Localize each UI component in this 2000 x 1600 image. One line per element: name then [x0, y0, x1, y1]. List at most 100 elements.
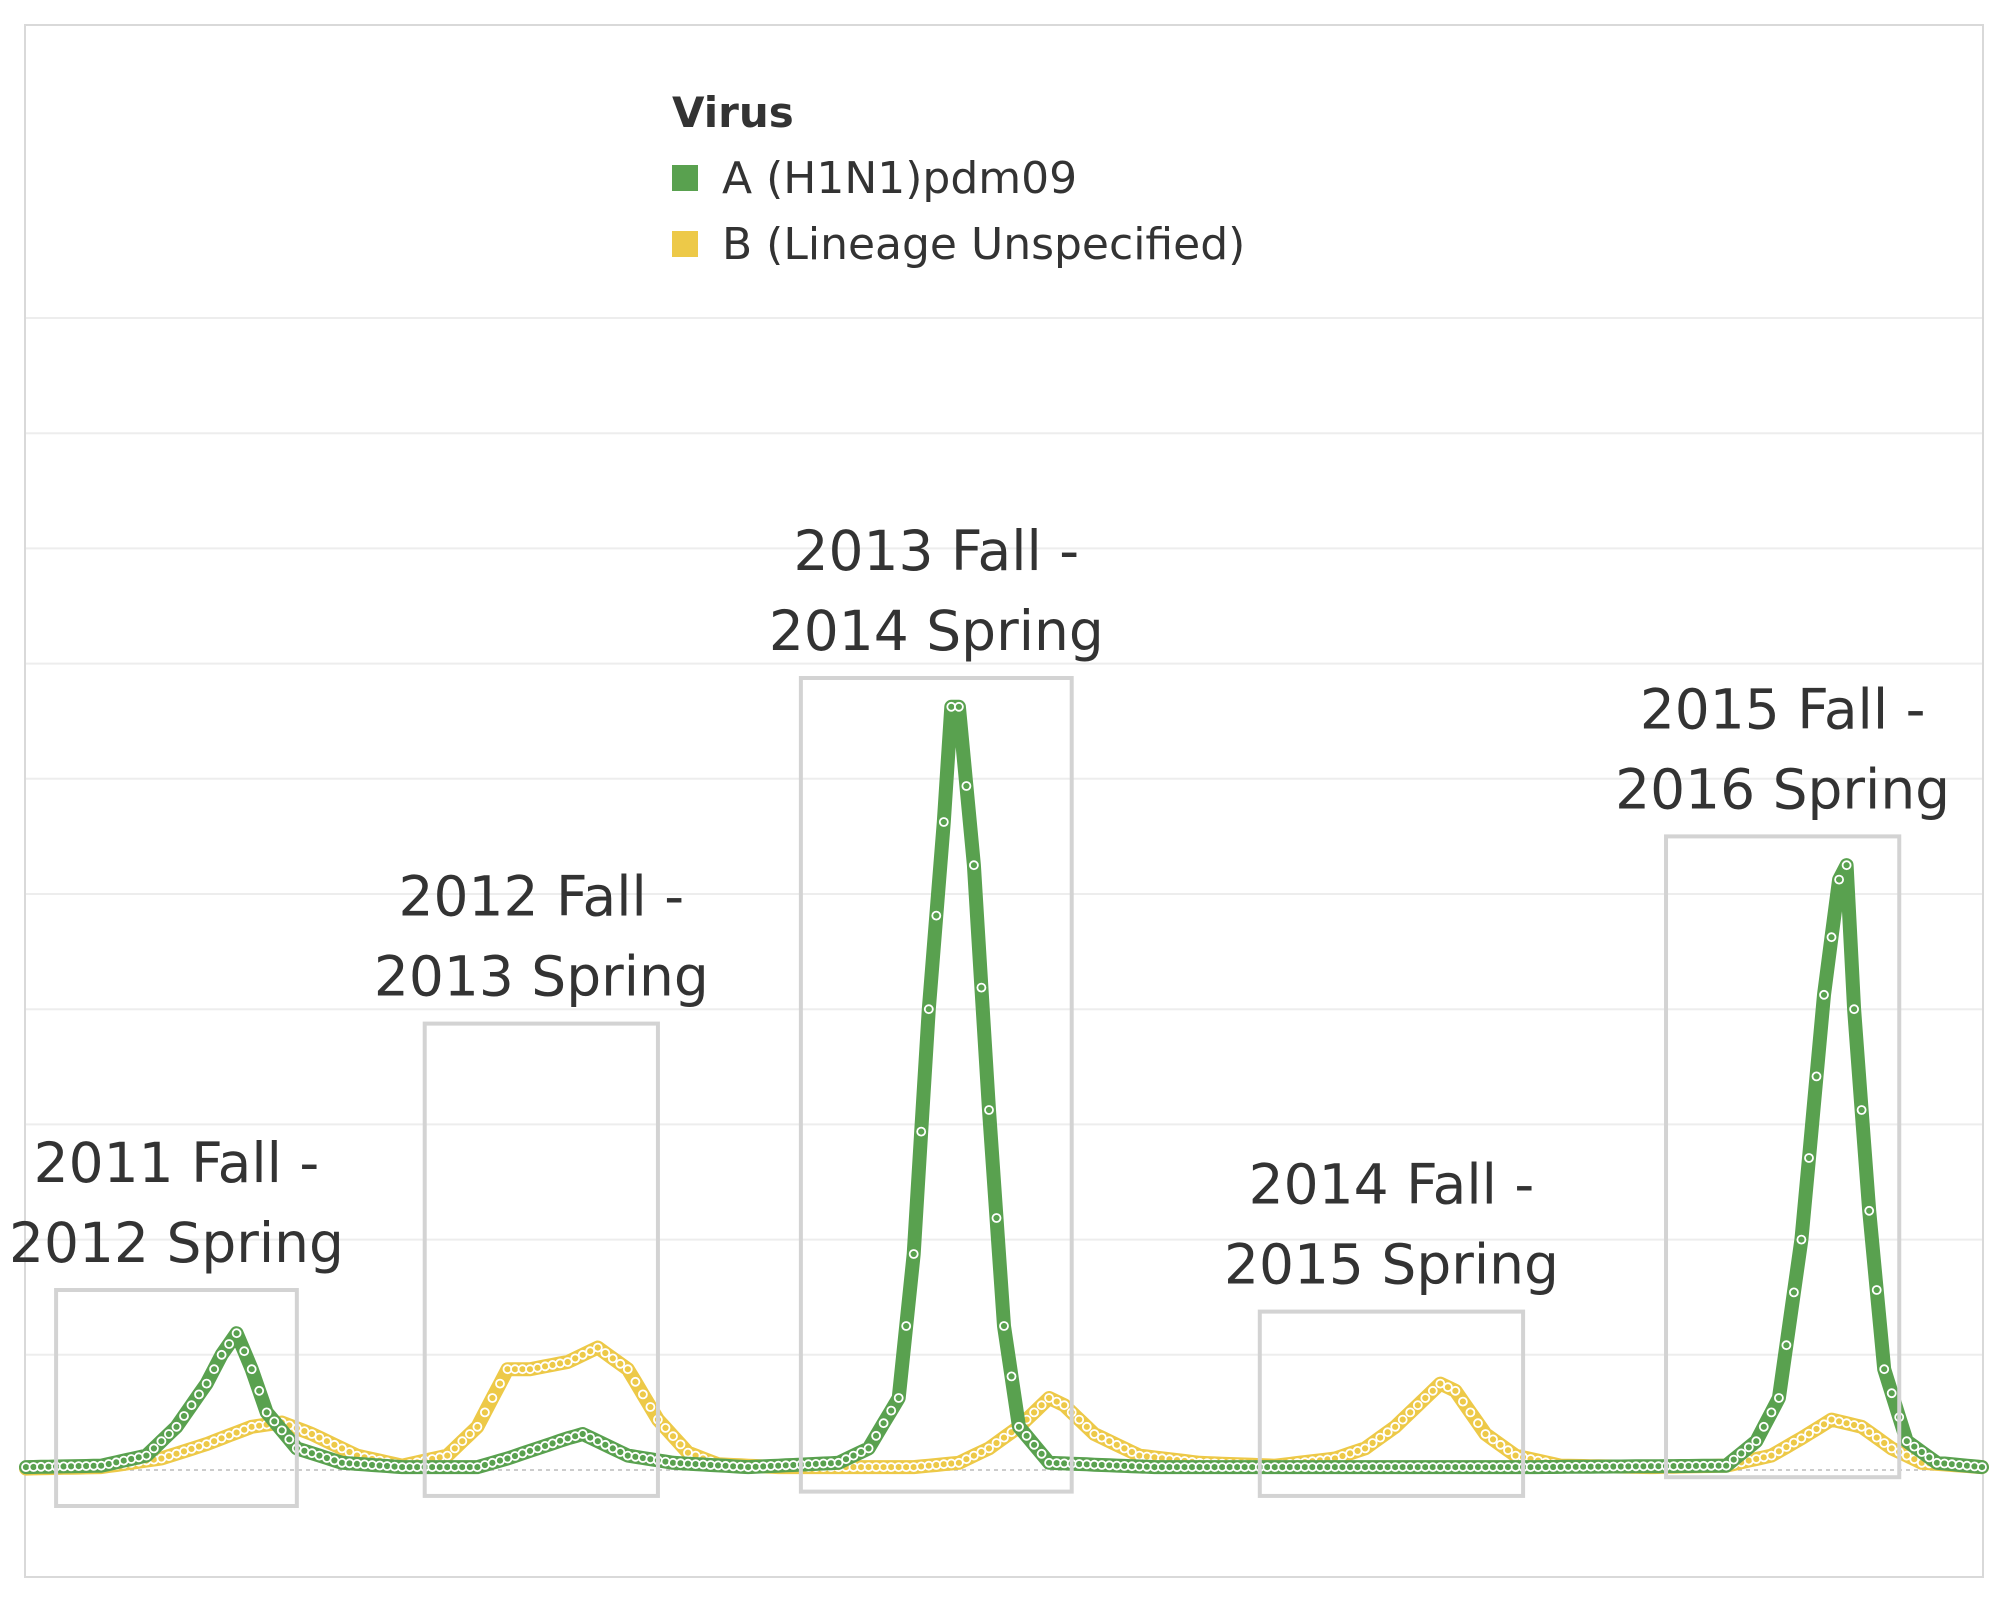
data-point-b-lineage[interactable] — [1074, 1414, 1085, 1425]
data-point-h1n1[interactable] — [1736, 1448, 1747, 1459]
data-point-b-lineage[interactable] — [1390, 1421, 1401, 1432]
data-point-b-lineage[interactable] — [442, 1450, 453, 1461]
data-point-b-lineage[interactable] — [1127, 1447, 1137, 1457]
data-point-h1n1[interactable] — [194, 1389, 204, 1400]
data-point-h1n1[interactable] — [841, 1454, 851, 1465]
data-point-b-lineage[interactable] — [314, 1432, 325, 1443]
data-point-b-lineage[interactable] — [344, 1447, 355, 1457]
data-point-h1n1[interactable] — [1924, 1452, 1935, 1463]
data-point-b-lineage[interactable] — [984, 1443, 994, 1454]
data-point-h1n1[interactable] — [931, 910, 942, 921]
data-point-b-lineage[interactable] — [1901, 1450, 1912, 1461]
data-point-b-lineage[interactable] — [1435, 1378, 1446, 1389]
data-point-h1n1[interactable] — [1789, 1287, 1799, 1298]
data-point-b-lineage[interactable] — [1495, 1439, 1506, 1450]
data-point-b-lineage[interactable] — [464, 1429, 475, 1439]
data-point-h1n1[interactable] — [284, 1434, 295, 1445]
data-point-h1n1[interactable] — [1909, 1441, 1920, 1452]
data-point-b-lineage[interactable] — [999, 1432, 1009, 1443]
data-point-h1n1[interactable] — [1774, 1393, 1784, 1403]
data-point-h1n1[interactable] — [171, 1421, 182, 1432]
data-point-h1n1[interactable] — [254, 1385, 265, 1396]
data-point-h1n1[interactable] — [209, 1364, 220, 1375]
data-point-b-lineage[interactable] — [1804, 1428, 1814, 1439]
data-point-h1n1[interactable] — [1021, 1430, 1032, 1441]
data-point-b-lineage[interactable] — [976, 1447, 987, 1457]
data-point-h1n1[interactable] — [163, 1429, 174, 1439]
data-point-b-lineage[interactable] — [1367, 1438, 1378, 1448]
data-point-b-lineage[interactable] — [1405, 1407, 1416, 1418]
data-point-h1n1[interactable] — [585, 1432, 596, 1443]
data-point-h1n1[interactable] — [1871, 1285, 1882, 1295]
data-point-h1n1[interactable] — [1781, 1340, 1792, 1351]
data-point-h1n1[interactable] — [1901, 1436, 1912, 1447]
data-point-h1n1[interactable] — [969, 860, 979, 871]
data-point-h1n1[interactable] — [133, 1452, 144, 1463]
data-point-b-lineage[interactable] — [600, 1348, 611, 1358]
data-point-h1n1[interactable] — [991, 1213, 1002, 1223]
data-point-b-lineage[interactable] — [1758, 1452, 1769, 1463]
data-point-b-lineage[interactable] — [1450, 1385, 1461, 1396]
data-point-h1n1[interactable] — [938, 817, 949, 827]
data-point-h1n1[interactable] — [1977, 1462, 1987, 1472]
data-point-b-lineage[interactable] — [592, 1342, 603, 1353]
data-point-b-lineage[interactable] — [1360, 1443, 1370, 1454]
data-point-h1n1[interactable] — [577, 1429, 588, 1439]
data-point-b-lineage[interactable] — [1104, 1436, 1115, 1447]
data-point-b-lineage[interactable] — [630, 1376, 641, 1387]
data-point-b-lineage[interactable] — [1781, 1442, 1792, 1452]
data-point-h1n1[interactable] — [1743, 1442, 1754, 1453]
data-point-b-lineage[interactable] — [1789, 1437, 1799, 1448]
data-point-h1n1[interactable] — [261, 1407, 272, 1418]
data-point-h1n1[interactable] — [186, 1400, 197, 1411]
data-point-h1n1[interactable] — [1849, 1004, 1859, 1015]
data-point-b-lineage[interactable] — [495, 1378, 505, 1389]
data-point-b-lineage[interactable] — [675, 1439, 686, 1450]
data-point-b-lineage[interactable] — [607, 1353, 618, 1364]
data-point-h1n1[interactable] — [1886, 1388, 1897, 1399]
data-point-b-lineage[interactable] — [457, 1436, 468, 1447]
data-point-b-lineage[interactable] — [1029, 1407, 1039, 1418]
data-point-h1n1[interactable] — [848, 1450, 859, 1461]
data-point-b-lineage[interactable] — [1397, 1414, 1408, 1425]
data-point-h1n1[interactable] — [1864, 1205, 1875, 1216]
data-point-b-lineage[interactable] — [1119, 1443, 1130, 1454]
data-point-b-lineage[interactable] — [472, 1421, 483, 1432]
data-point-h1n1[interactable] — [231, 1328, 242, 1339]
data-point-b-lineage[interactable] — [1382, 1427, 1393, 1438]
data-point-b-lineage[interactable] — [585, 1346, 596, 1357]
data-point-b-lineage[interactable] — [638, 1389, 648, 1400]
data-point-b-lineage[interactable] — [622, 1364, 633, 1375]
data-point-h1n1[interactable] — [607, 1443, 618, 1454]
data-point-b-lineage[interactable] — [1473, 1418, 1483, 1429]
data-point-h1n1[interactable] — [1841, 860, 1852, 871]
data-point-b-lineage[interactable] — [337, 1443, 347, 1454]
data-point-b-lineage[interactable] — [954, 1457, 964, 1468]
data-point-b-lineage[interactable] — [1503, 1445, 1513, 1456]
data-point-b-lineage[interactable] — [1096, 1432, 1107, 1443]
data-point-h1n1[interactable] — [833, 1457, 844, 1468]
data-point-h1n1[interactable] — [923, 1004, 934, 1015]
data-point-h1n1[interactable] — [1834, 874, 1844, 885]
data-point-h1n1[interactable] — [999, 1321, 1009, 1331]
data-point-b-lineage[interactable] — [1081, 1421, 1092, 1432]
data-point-b-lineage[interactable] — [991, 1438, 1002, 1448]
data-point-b-lineage[interactable] — [570, 1353, 581, 1364]
data-point-h1n1[interactable] — [863, 1443, 874, 1454]
data-point-h1n1[interactable] — [141, 1450, 152, 1461]
data-point-h1n1[interactable] — [269, 1416, 280, 1427]
data-point-h1n1[interactable] — [1879, 1364, 1890, 1375]
data-point-h1n1[interactable] — [1014, 1421, 1024, 1432]
data-point-b-lineage[interactable] — [660, 1423, 671, 1433]
data-point-h1n1[interactable] — [622, 1450, 633, 1461]
data-point-h1n1[interactable] — [615, 1447, 626, 1457]
data-point-h1n1[interactable] — [893, 1393, 904, 1403]
data-point-b-lineage[interactable] — [1412, 1400, 1423, 1411]
data-point-h1n1[interactable] — [1819, 989, 1829, 1000]
data-point-h1n1[interactable] — [916, 1126, 927, 1137]
data-point-b-lineage[interactable] — [1051, 1396, 1062, 1407]
data-point-b-lineage[interactable] — [562, 1357, 573, 1367]
data-point-b-lineage[interactable] — [1427, 1385, 1438, 1396]
data-point-h1n1[interactable] — [954, 701, 964, 712]
data-point-b-lineage[interactable] — [668, 1431, 678, 1442]
